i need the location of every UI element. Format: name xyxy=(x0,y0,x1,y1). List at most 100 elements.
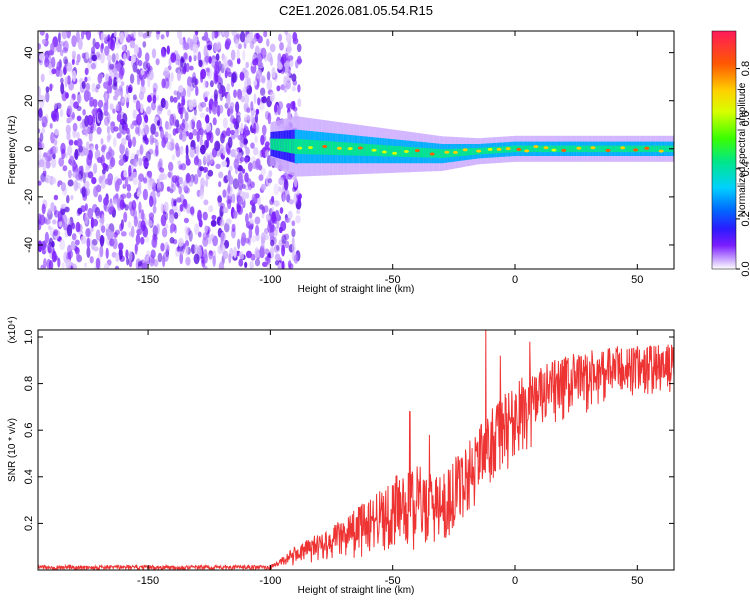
band-core xyxy=(286,138,288,153)
noise-speckle xyxy=(136,228,143,236)
noise-speckle xyxy=(142,41,147,48)
band-core xyxy=(524,145,527,153)
noise-speckle xyxy=(166,141,171,150)
noise-speckle xyxy=(232,118,237,125)
noise-speckle xyxy=(245,61,249,69)
noise-speckle xyxy=(246,33,252,44)
noise-speckle xyxy=(93,186,99,198)
noise-speckle xyxy=(137,31,143,38)
noise-speckle xyxy=(68,139,74,146)
noise-speckle xyxy=(263,31,268,38)
noise-speckle xyxy=(112,237,118,250)
band-core xyxy=(352,142,354,156)
band-core xyxy=(376,144,379,157)
noise-speckle xyxy=(160,242,165,252)
band-core xyxy=(395,146,397,157)
noise-speckle xyxy=(296,209,301,215)
noise-speckle xyxy=(115,52,119,61)
band-core xyxy=(505,146,507,153)
noise-speckle xyxy=(139,146,143,157)
noise-speckle xyxy=(209,131,214,144)
noise-speckle xyxy=(91,177,97,185)
band-peak xyxy=(462,148,468,152)
y-tick-label: 1.0 xyxy=(23,329,35,344)
noise-speckle xyxy=(87,207,94,219)
noise-speckle xyxy=(226,147,231,156)
noise-speckle xyxy=(70,194,74,201)
noise-speckle xyxy=(147,94,152,103)
band-core xyxy=(412,147,414,158)
noise-speckle xyxy=(61,31,68,40)
noise-speckle xyxy=(241,168,246,174)
noise-speckle xyxy=(207,169,214,177)
noise-speckle xyxy=(245,213,249,224)
band-peak xyxy=(347,147,353,151)
band-core xyxy=(615,145,617,153)
noise-speckle xyxy=(177,160,182,166)
band-core xyxy=(434,148,436,158)
band-core xyxy=(367,144,369,156)
band-core xyxy=(610,145,612,153)
noise-speckle xyxy=(150,249,156,259)
noise-speckle xyxy=(53,194,59,201)
noise-speckle xyxy=(41,203,46,215)
noise-speckle xyxy=(179,132,183,140)
band-core xyxy=(299,139,302,155)
noise-speckle xyxy=(149,134,154,145)
noise-speckle xyxy=(188,230,193,242)
noise-speckle xyxy=(291,86,297,92)
band-core xyxy=(437,149,440,158)
noise-speckle xyxy=(293,192,298,205)
band-core xyxy=(474,148,476,155)
noise-speckle xyxy=(76,105,82,112)
band-core xyxy=(654,145,656,153)
band-core xyxy=(301,139,303,155)
noise-speckle xyxy=(132,136,137,148)
noise-speckle xyxy=(225,67,231,75)
noise-speckle xyxy=(235,101,240,113)
noise-speckle xyxy=(40,73,45,83)
noise-speckle xyxy=(260,134,265,146)
colorbar-ticks: 0.0 0.2 0.4 0.6 0.8 xyxy=(736,61,750,277)
noise-speckle xyxy=(109,103,114,111)
noise-speckle xyxy=(295,215,301,224)
noise-speckle xyxy=(200,68,207,80)
noise-speckle xyxy=(64,152,68,159)
noise-speckle xyxy=(241,183,246,189)
band-core xyxy=(378,144,380,157)
noise-speckle xyxy=(144,52,150,63)
noise-speckle xyxy=(131,200,137,211)
band-core xyxy=(418,147,420,158)
noise-speckle xyxy=(94,207,100,217)
band-core xyxy=(483,147,485,155)
noise-speckle xyxy=(100,138,104,145)
band-core xyxy=(318,140,320,155)
noise-speckle xyxy=(88,131,93,142)
noise-speckle xyxy=(204,152,210,163)
noise-speckle xyxy=(203,79,207,89)
noise-speckle xyxy=(110,74,114,80)
noise-speckle xyxy=(185,144,189,156)
noise-speckle xyxy=(281,260,285,269)
noise-speckle xyxy=(203,56,209,66)
noise-speckle xyxy=(267,214,271,221)
noise-speckle xyxy=(165,31,170,38)
noise-speckle xyxy=(206,67,210,73)
band-core xyxy=(650,145,653,153)
noise-speckle xyxy=(229,122,234,130)
noise-speckle xyxy=(172,96,178,103)
noise-speckle xyxy=(180,146,184,155)
colorbar: 0.0 0.2 0.4 0.6 0.8 Normalized spectral ampl… xyxy=(711,30,750,277)
noise-speckle xyxy=(253,147,259,156)
noise-speckle xyxy=(260,183,267,191)
noise-speckle xyxy=(98,175,103,185)
band-core xyxy=(283,138,286,152)
y-tick-label: -20 xyxy=(23,189,35,205)
band-core xyxy=(604,145,606,153)
noise-speckle xyxy=(152,205,157,214)
noise-speckle xyxy=(213,64,218,72)
noise-speckle xyxy=(173,212,179,220)
band-core xyxy=(551,145,554,153)
noise-speckle xyxy=(100,180,106,189)
noise-speckle xyxy=(48,237,54,247)
